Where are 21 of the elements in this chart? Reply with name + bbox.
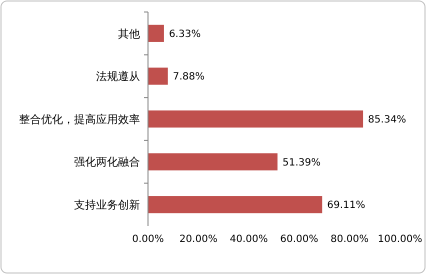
data-label: 69.11% xyxy=(327,200,366,212)
y-tick-label: 支持业务创新 xyxy=(74,198,140,212)
bar xyxy=(148,68,168,85)
bar xyxy=(148,24,164,42)
data-label: 7.88% xyxy=(172,72,205,83)
y-tick-label: 整合优化，提高应用效率 xyxy=(19,112,140,126)
y-tick-label: 法规遵从 xyxy=(96,70,140,84)
x-tick-label: 40.00% xyxy=(230,234,268,245)
x-tick-label: 60.00% xyxy=(280,234,318,245)
y-tick-label: 强化两化融合 xyxy=(74,156,140,169)
data-label: 51.39% xyxy=(282,157,321,168)
bar xyxy=(148,110,364,128)
bar xyxy=(148,153,278,170)
x-tick-label: 80.00% xyxy=(330,234,369,245)
y-tick-label: 其他 xyxy=(118,27,140,40)
bar xyxy=(148,196,322,214)
x-tick-label: 100.00% xyxy=(378,234,422,245)
x-tick-label: 20.00% xyxy=(179,234,218,245)
x-tick-label: 0.00% xyxy=(132,234,164,245)
data-label: 85.34% xyxy=(368,114,406,126)
data-label: 6.33% xyxy=(168,28,201,40)
